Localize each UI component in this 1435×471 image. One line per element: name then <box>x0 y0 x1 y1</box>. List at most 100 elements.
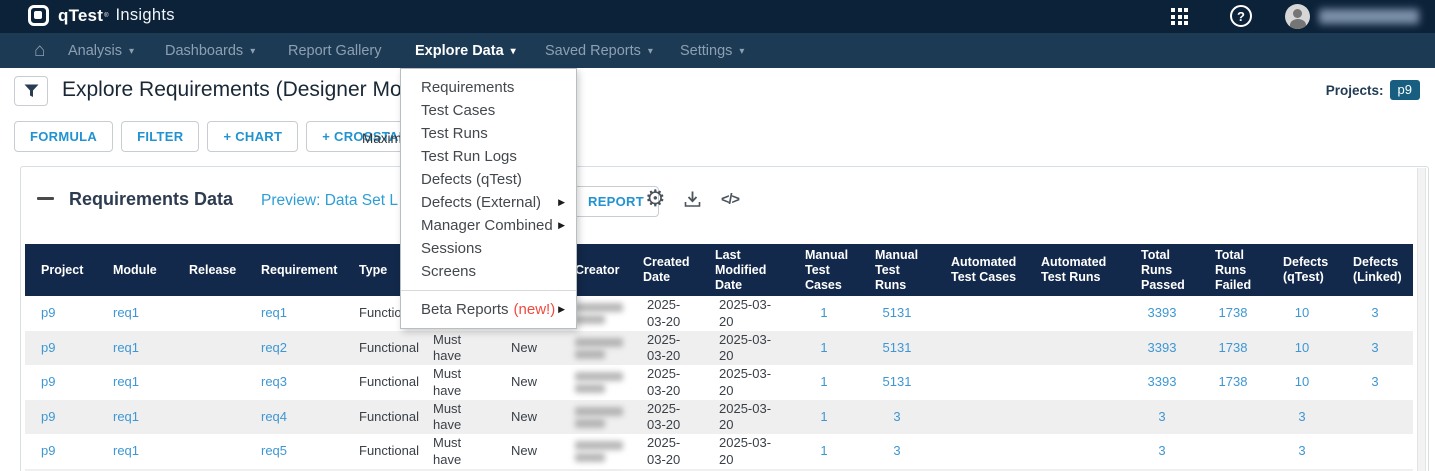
cell-total-runs-passed[interactable]: 3393 <box>1125 330 1199 366</box>
cell-manual-test-runs <box>859 468 935 471</box>
cell-module[interactable]: req1 <box>113 305 140 321</box>
avatar[interactable] <box>1285 4 1310 29</box>
col-total-runs-failed[interactable]: Total Runs Failed <box>1199 244 1267 297</box>
cell-module[interactable]: req1 <box>97 330 173 366</box>
col-requirement[interactable]: Requirement <box>245 244 343 297</box>
gear-icon[interactable]: ⚙ <box>645 185 666 211</box>
cell-project[interactable]: p9 <box>25 399 97 435</box>
vertical-scrollbar[interactable] <box>1417 168 1426 471</box>
qtest-logo[interactable]: qTest ® Insights <box>28 5 175 26</box>
col-type[interactable]: Type <box>343 244 405 297</box>
cell-defects-qtest[interactable]: 10 <box>1294 305 1310 321</box>
user-name-redacted[interactable] <box>1319 9 1419 24</box>
cell-defects-qtest[interactable]: 10 <box>1294 374 1310 390</box>
menu-item-sessions[interactable]: Sessions <box>401 237 576 260</box>
nav-analysis[interactable]: Analysis ▾ <box>68 33 134 68</box>
cell-manual-test-runs[interactable]: 3 <box>893 443 901 459</box>
col-created-date[interactable]: Created Date <box>627 244 699 297</box>
cell-total-runs-failed[interactable]: 1738 <box>1218 374 1248 390</box>
cell-manual-test-cases[interactable]: 1 <box>820 305 828 321</box>
project-badge[interactable]: p9 <box>1389 80 1420 100</box>
menu-item-screens[interactable]: Screens <box>401 260 576 283</box>
cell-project[interactable]: p9 <box>41 374 56 390</box>
cell-priority: Must have <box>433 366 462 398</box>
cell-project[interactable]: p9 <box>41 443 56 459</box>
col-module[interactable]: Module <box>97 244 173 297</box>
col-defects-linked[interactable]: Defects (Linked) <box>1337 244 1413 297</box>
cell-defects-qtest[interactable]: 3 <box>1267 399 1337 435</box>
cell-defects-linked <box>1337 434 1413 469</box>
code-icon[interactable]: </> <box>721 192 740 208</box>
col-manual-test-runs[interactable]: Manual Test Runs <box>859 244 935 297</box>
nav-report-gallery[interactable]: Report Gallery <box>288 33 381 68</box>
cell-manual-test-runs[interactable]: 5131 <box>882 374 912 390</box>
col-manual-test-cases[interactable]: Manual Test Cases <box>789 244 859 297</box>
col-release[interactable]: Release <box>173 244 245 297</box>
add-chart-button[interactable]: + CHART <box>207 121 299 152</box>
nav-dashboards[interactable]: Dashboards ▾ <box>165 33 255 68</box>
collapse-panel-icon[interactable] <box>37 197 54 200</box>
menu-item-test-run-logs[interactable]: Test Run Logs <box>401 145 576 168</box>
cell-module[interactable]: req1 <box>113 374 140 390</box>
cell-requirement[interactable]: req4 <box>245 399 343 435</box>
cell-module[interactable]: req1 <box>113 443 140 459</box>
cell-project[interactable]: p9 <box>41 305 56 321</box>
col-project[interactable]: Project <box>25 244 97 297</box>
cell-manual-test-runs[interactable]: 5131 <box>882 305 912 321</box>
cell-requirement[interactable]: req1 <box>261 305 288 321</box>
cell-manual-test-cases[interactable]: 1 <box>789 330 859 366</box>
cell-total-runs-passed[interactable]: 3 <box>1125 399 1199 435</box>
cell-total-runs-failed[interactable]: 1738 <box>1218 305 1248 321</box>
cell-manual-test-cases <box>789 468 859 471</box>
col-modified-date[interactable]: Last Modified Date <box>699 244 789 297</box>
menu-item-defects-qtest[interactable]: Defects (qTest) <box>401 168 576 191</box>
cell-total-runs-passed[interactable]: 3393 <box>1147 374 1177 390</box>
menu-item-beta-reports[interactable]: Beta Reports (new!) ▶ <box>401 298 576 321</box>
menu-item-test-runs[interactable]: Test Runs <box>401 122 576 145</box>
cell-manual-test-cases[interactable]: 1 <box>820 374 828 390</box>
cell-project[interactable]: p9 <box>25 468 97 471</box>
cell-requirement[interactable]: req3 <box>261 374 288 390</box>
cell-module[interactable]: req1 <box>97 399 173 435</box>
menu-item-manager-combined[interactable]: Manager Combined ▶ <box>401 214 576 237</box>
col-automated-test-cases[interactable]: Automated Test Cases <box>935 244 1025 297</box>
cell-module[interactable]: req1 <box>97 468 173 471</box>
nav-home[interactable]: ⌂ <box>34 33 45 68</box>
cell-total-runs-passed[interactable]: 3 <box>1158 443 1166 459</box>
col-automated-test-runs[interactable]: Automated Test Runs <box>1025 244 1125 297</box>
cell-defects-linked[interactable]: 3 <box>1337 330 1413 366</box>
filter-button[interactable]: FILTER <box>121 121 200 152</box>
preview-dataset-link[interactable]: Preview: Data Set L <box>261 192 398 209</box>
cell-defects-linked[interactable]: 3 <box>1371 305 1379 321</box>
cell-manual-test-cases[interactable]: 1 <box>789 399 859 435</box>
nav-label: Settings <box>680 42 733 59</box>
nav-saved-reports[interactable]: Saved Reports ▾ <box>545 33 653 68</box>
col-defects-qtest[interactable]: Defects (qTest) <box>1267 244 1337 297</box>
filter-toggle-button[interactable] <box>14 76 48 106</box>
cell-total-runs-passed[interactable]: 3393 <box>1147 305 1177 321</box>
menu-item-requirements[interactable]: Requirements <box>401 76 576 99</box>
cell-defects-qtest[interactable]: 3 <box>1298 443 1306 459</box>
cell-project[interactable]: p9 <box>25 330 97 366</box>
apps-grid-icon[interactable] <box>1171 8 1188 25</box>
cell-total-runs-failed[interactable]: 1738 <box>1199 330 1267 366</box>
nav-settings[interactable]: Settings ▾ <box>680 33 744 68</box>
menu-item-defects-external[interactable]: Defects (External) ▶ <box>401 191 576 214</box>
cell-automated-test-runs <box>1025 330 1125 366</box>
cell-requirement[interactable]: req2 <box>245 330 343 366</box>
cell-manual-test-cases[interactable]: 1 <box>820 443 828 459</box>
nav-explore-data[interactable]: Explore Data ▾ <box>415 33 516 68</box>
cell-priority: Must have <box>433 435 462 467</box>
menu-item-test-cases[interactable]: Test Cases <box>401 99 576 122</box>
help-icon[interactable]: ? <box>1230 5 1252 27</box>
formula-button[interactable]: FORMULA <box>14 121 114 152</box>
download-icon[interactable] <box>683 190 702 213</box>
report-button[interactable]: REPORT <box>573 186 659 217</box>
home-icon: ⌂ <box>34 40 46 61</box>
cell-manual-test-runs[interactable]: 3 <box>859 399 935 435</box>
cell-defects-qtest[interactable]: 10 <box>1267 330 1337 366</box>
cell-defects-linked[interactable]: 3 <box>1371 374 1379 390</box>
col-total-runs-passed[interactable]: Total Runs Passed <box>1125 244 1199 297</box>
cell-requirement[interactable]: req5 <box>261 443 288 459</box>
cell-manual-test-runs[interactable]: 5131 <box>859 330 935 366</box>
